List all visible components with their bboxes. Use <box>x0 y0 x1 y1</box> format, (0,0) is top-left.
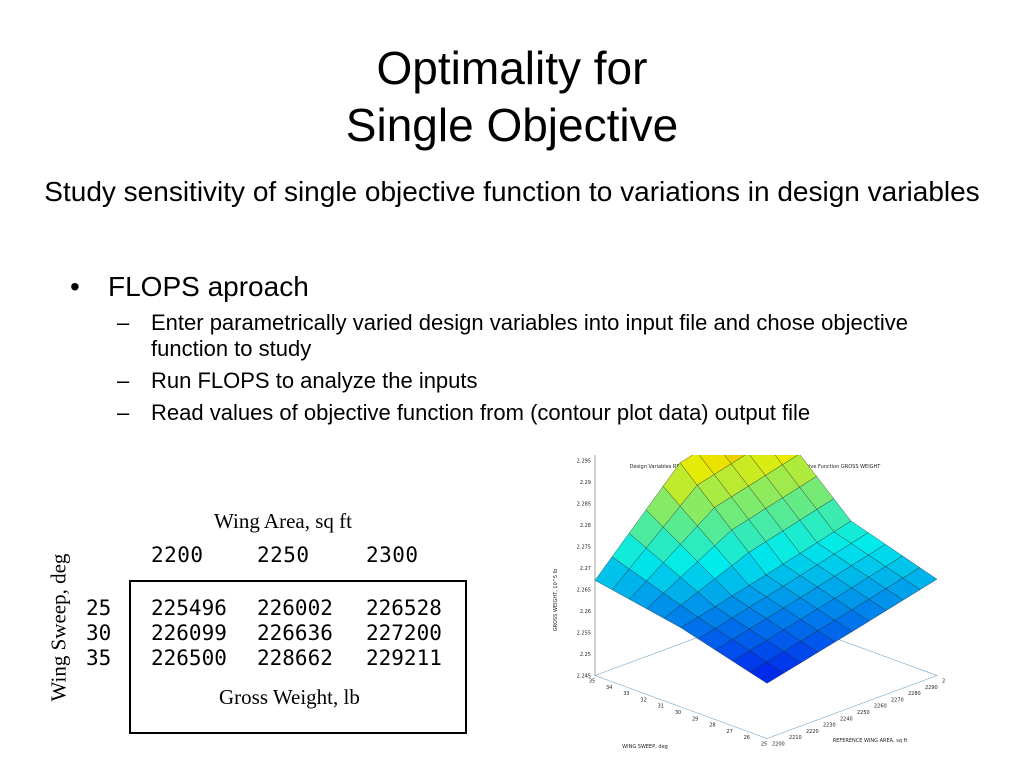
table-cell: 228662 <box>257 646 333 670</box>
table-cell: 226528 <box>366 596 442 620</box>
z-tick-label: 2.255 <box>577 631 591 637</box>
gross-weight-table-figure: Wing Area, sq ft Wing Sweep, deg 2200 22… <box>34 505 474 735</box>
surface-plot: Design Variables REFERENCE WING AREA and… <box>535 455 945 755</box>
table-cell: 226500 <box>151 646 227 670</box>
row-header-30: 30 <box>86 621 112 645</box>
row-header-35: 35 <box>86 646 112 670</box>
sweep-tick-label: 27 <box>726 729 732 735</box>
table-box <box>129 580 467 734</box>
z-tick-label: 2.25 <box>580 652 591 658</box>
wing-sweep-label: Wing Sweep, deg <box>46 553 71 702</box>
table-cell: 226099 <box>151 621 227 645</box>
row-header-25: 25 <box>86 596 112 620</box>
z-tick-label: 2.295 <box>577 458 591 464</box>
sweep-tick-label: 26 <box>744 735 750 741</box>
sweep-tick-label: 30 <box>675 710 681 716</box>
bullet-text: FLOPS aproach <box>108 271 309 302</box>
slide-title-line-2: Single Objective <box>345 99 679 151</box>
sweep-tick-label: 25 <box>761 742 767 748</box>
sub-bullet-item: – Read values of objective function from… <box>70 400 951 426</box>
sub-bullet-item: – Run FLOPS to analyze the inputs <box>70 368 951 394</box>
z-tick-label: 2.27 <box>580 566 591 572</box>
slide-title-line-1: Optimality for <box>376 42 648 94</box>
area-tick-label: 2300 <box>942 679 945 685</box>
sweep-tick-label: 35 <box>589 679 595 685</box>
plot-ticks: 2.312.3052.32.2952.292.2852.282.2752.272… <box>577 458 945 748</box>
slide-subtitle: Study sensitivity of single objective fu… <box>44 176 980 207</box>
area-tick-label: 2280 <box>908 691 921 697</box>
table-cell: 227200 <box>366 621 442 645</box>
sub-bullet-list: – Enter parametrically varied design var… <box>70 310 970 426</box>
sweep-tick-label: 29 <box>692 716 698 722</box>
table-cell: 225496 <box>151 596 227 620</box>
table-cell: 226002 <box>257 596 333 620</box>
z-tick-label: 2.245 <box>577 674 591 680</box>
sweep-tick-label: 33 <box>623 691 629 697</box>
area-tick-label: 2260 <box>874 704 887 710</box>
dash-icon: – <box>117 400 130 425</box>
dash-icon: – <box>117 368 130 393</box>
area-tick-label: 2220 <box>806 729 819 735</box>
sub-bullet-text: Read values of objective function from (… <box>151 400 811 425</box>
column-header-2250: 2250 <box>257 543 310 567</box>
table-cell: 226636 <box>257 621 333 645</box>
slide-title: Optimality for Single Objective <box>0 40 1024 154</box>
dash-icon: – <box>117 310 130 335</box>
sweep-tick-label: 31 <box>658 704 664 710</box>
x-axis-label: WING SWEEP, deg <box>622 744 668 750</box>
area-tick-label: 2210 <box>789 735 802 741</box>
column-header-2200: 2200 <box>151 543 204 567</box>
area-tick-label: 2250 <box>857 710 870 716</box>
z-tick-label: 2.26 <box>580 609 591 615</box>
area-tick-label: 2230 <box>823 723 836 729</box>
bullet-flops: • FLOPS aproach <box>70 270 970 304</box>
z-axis-label: GROSS WEIGHT, 10^5 lb <box>553 569 559 632</box>
sub-bullet-item: – Enter parametrically varied design var… <box>70 310 951 362</box>
bullet-dot-icon: • <box>70 271 80 302</box>
sweep-tick-label: 32 <box>640 697 646 703</box>
wing-area-label: Wing Area, sq ft <box>214 509 352 533</box>
area-tick-label: 2290 <box>925 685 938 691</box>
sweep-tick-label: 34 <box>606 685 612 691</box>
sub-bullet-text: Enter parametrically varied design varia… <box>151 310 908 361</box>
surface-plot-canvas: Design Variables REFERENCE WING AREA and… <box>553 455 945 750</box>
surface-mesh <box>594 455 938 684</box>
sweep-tick-label: 28 <box>709 723 715 729</box>
area-tick-label: 2240 <box>840 716 853 722</box>
z-tick-label: 2.28 <box>580 523 591 529</box>
z-tick-label: 2.275 <box>577 545 591 551</box>
y-axis-label: REFERENCE WING AREA, sq ft <box>833 738 908 744</box>
z-tick-label: 2.29 <box>580 480 591 486</box>
bullet-list: • FLOPS aproach – Enter parametrically v… <box>70 270 970 432</box>
area-tick-label: 2270 <box>891 697 904 703</box>
area-tick-label: 2200 <box>772 742 785 748</box>
z-tick-label: 2.265 <box>577 588 591 594</box>
column-header-2300: 2300 <box>366 543 419 567</box>
sub-bullet-text: Run FLOPS to analyze the inputs <box>151 368 478 393</box>
z-tick-label: 2.285 <box>577 501 591 507</box>
surface-patch <box>749 661 785 684</box>
gross-weight-label: Gross Weight, lb <box>219 685 360 709</box>
table-cell: 229211 <box>366 646 442 670</box>
